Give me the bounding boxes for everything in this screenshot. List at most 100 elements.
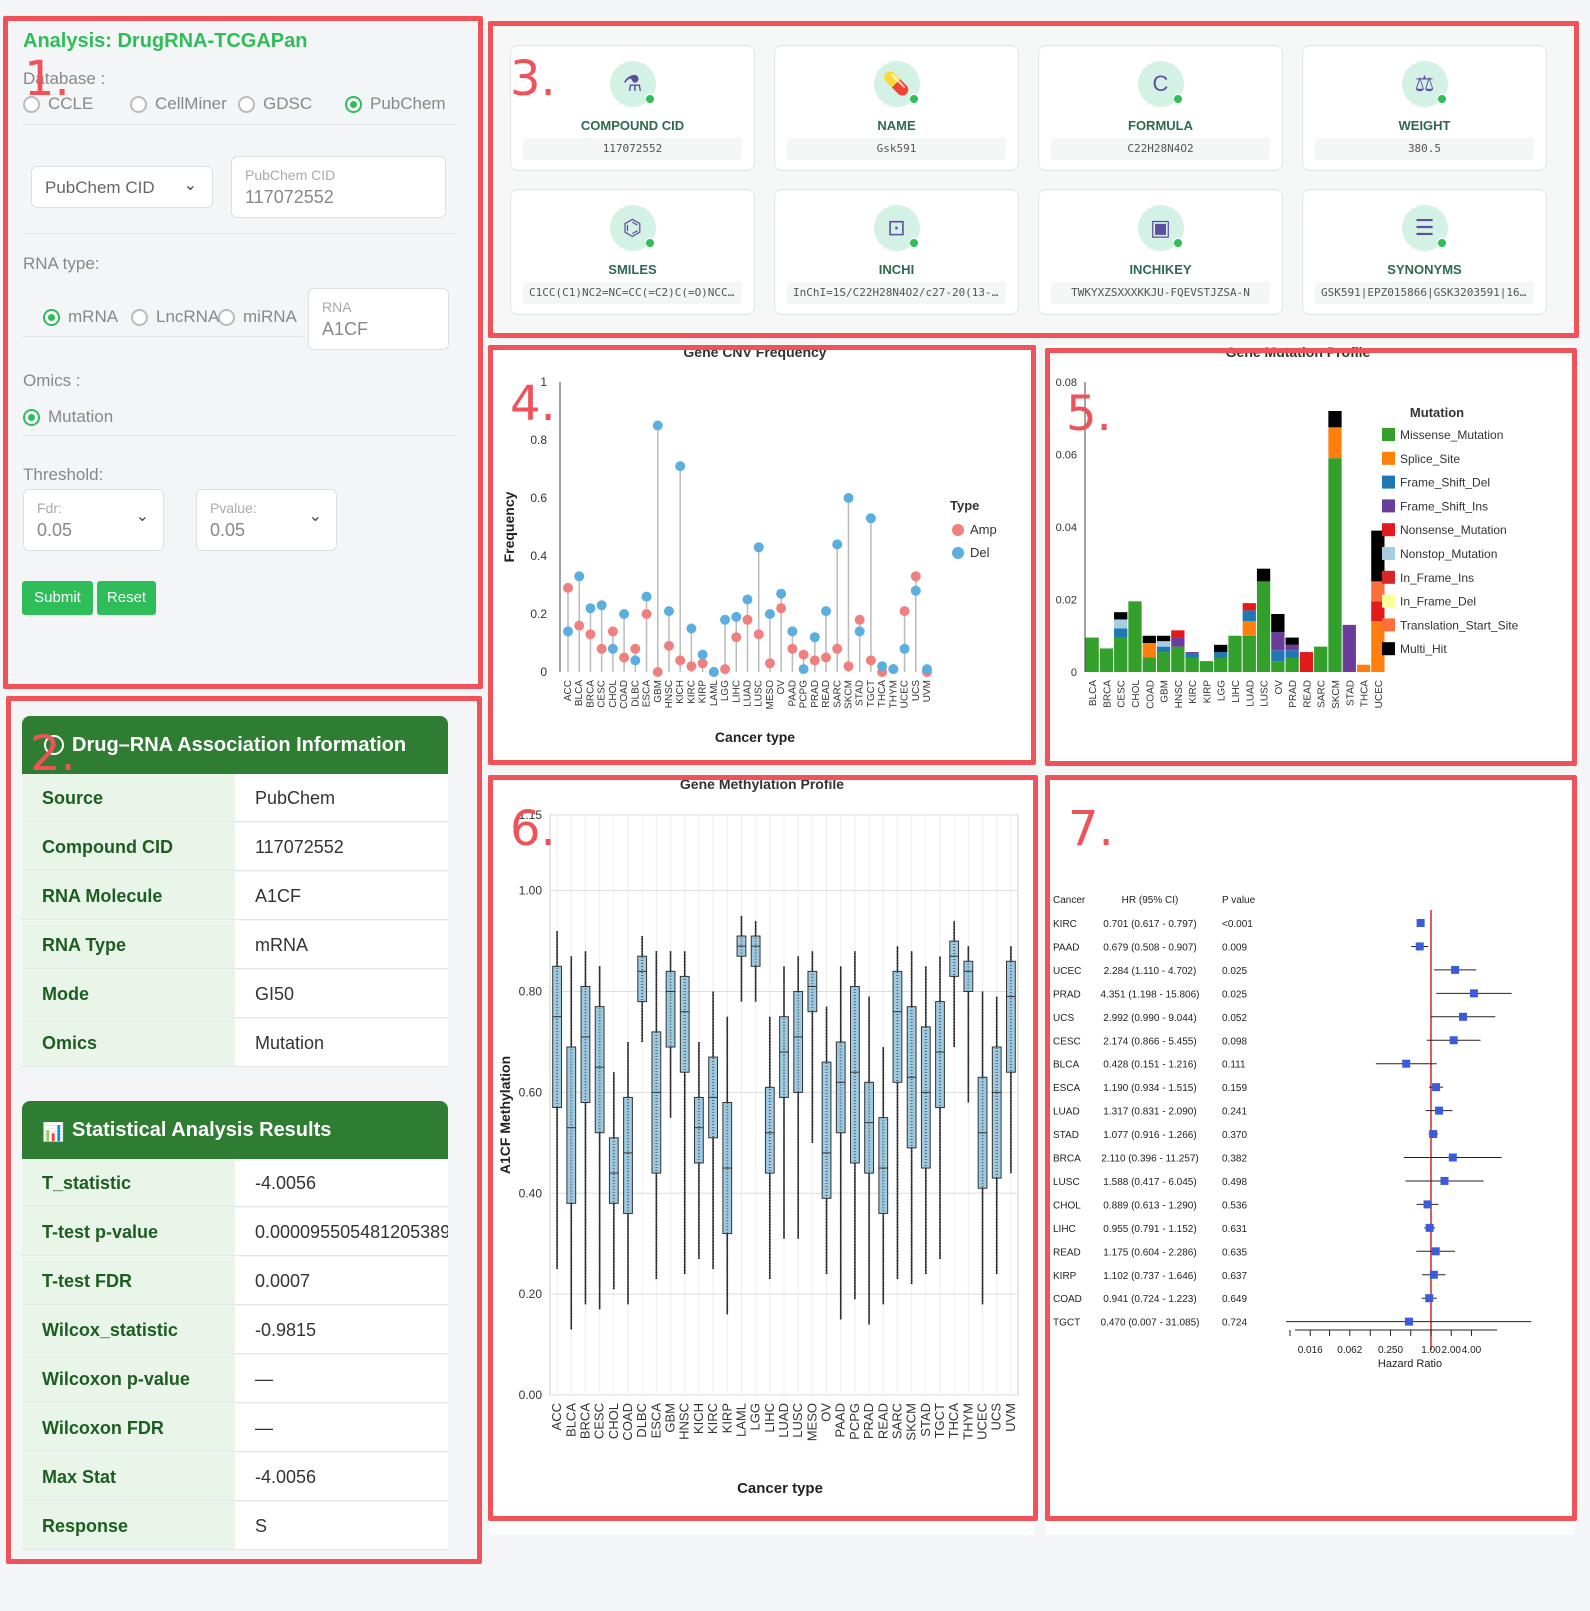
x-tick-label: THYM [888,680,899,708]
legend-swatch [1382,594,1395,608]
stacked-bar-segment [1128,601,1142,672]
hr-ci-label: 0.679 (0.508 - 0.907) [1103,942,1196,953]
omics-option-mutation[interactable]: Mutation [23,407,113,427]
reset-button[interactable]: Reset [97,581,156,615]
del-point [731,611,742,622]
x-tick-label: TGCT [866,680,877,707]
del-point [596,600,607,611]
x-tick-label: GBM [663,1403,678,1433]
cancer-label: LUAD [1053,1107,1080,1118]
y-tick-label: 1.15 [519,808,543,822]
cancer-label: KIRP [1053,1271,1077,1282]
amp-point [899,606,910,617]
stacked-bar-segment [1271,614,1285,633]
x-tick-label: LGG [748,1403,763,1430]
cancer-label: BLCA [1053,1060,1079,1071]
hazard-ratio-point [1429,1270,1438,1279]
del-point [798,664,809,675]
p-value-label: 0.025 [1222,989,1247,1000]
db-option-pubchem[interactable]: PubChem [345,94,446,114]
fdr-select[interactable]: Fdr: 0.05 ⌄ [23,489,164,551]
legend-label: Frame_Shift_Ins [1400,499,1488,513]
x-tick-label: HNSC [677,1403,692,1440]
del-point [563,626,573,637]
x-tick-label: PRAD [810,680,821,708]
x-axis-label: Cancer type [715,729,795,745]
db-option-cellminer[interactable]: CellMiner [130,94,227,114]
amp-point [596,643,607,654]
database-label: Database : [23,69,106,88]
x-tick-label: OV [776,680,787,695]
legend-label: In_Frame_Ins [1400,571,1474,585]
x-tick-label: LAML [709,680,720,707]
column-header: HR (95% CI) [1122,895,1179,906]
x-tick-label: PRAD [1288,680,1299,708]
amp-point [563,582,573,593]
stacked-bar-segment [1156,641,1171,647]
hr-ci-label: 2.992 (0.990 - 9.044) [1103,1013,1196,1024]
amp-point [652,667,663,677]
amp-point [619,652,630,663]
table-row: T-test p-value 0.0000955054812053896 [22,1208,448,1256]
del-point [776,588,787,599]
row-value: 0.0007 [255,1271,311,1291]
cancer-label: COAD [1053,1294,1082,1305]
x-tick-label: KIRP [698,680,709,704]
row-key: Wilcoxon p-value [22,1355,235,1402]
amp-point [821,652,832,663]
x-tick-label: STAD [855,680,866,706]
compound-card-smiles: ⌬ SMILES C1CC(C1)NC2=NC=CC(=C2)C(=O)NCC(CN… [510,189,755,315]
legend-swatch [1382,618,1395,632]
cancer-label: PRAD [1053,989,1081,1000]
x-tick-label: HNSC [664,680,675,708]
hazard-ratio-point [1425,1223,1434,1232]
hr-ci-label: 0.701 (0.617 - 0.797) [1103,919,1196,930]
del-point [922,664,932,675]
table-row: Wilcoxon p-value — [22,1355,448,1403]
radio-icon [218,309,235,327]
x-tick-label: PCPG [799,680,810,709]
del-point [832,539,843,550]
db-option-ccle[interactable]: CCLE [23,94,93,114]
compound-card-name: 💊 NAME Gsk591 [774,45,1019,171]
x-tick-label: LUSC [1260,680,1271,707]
submit-button[interactable]: Submit [22,581,93,615]
x-tick-label: UCS [911,680,922,701]
hazard-ratio-point [1459,1012,1468,1021]
db-option-gdsc[interactable]: GDSC [238,94,312,114]
panel-number-1: 1. [24,51,70,107]
del-point [663,606,674,617]
x-tick-label: SKCM [843,680,854,709]
row-value: -0.9815 [255,1320,317,1340]
card-label: COMPOUND CID [580,118,685,133]
rna-input[interactable]: RNA A1CF [308,288,449,350]
row-value: -4.0056 [255,1173,317,1193]
rna-option-mrna[interactable]: mRNA [43,307,118,327]
compound-id-input[interactable]: PubChem CID 117072552 [231,156,446,218]
y-tick-label: 1.00 [519,884,543,898]
p-value-label: 0.724 [1222,1318,1247,1329]
x-tick-label: THYM [960,1403,975,1440]
x-tick-label: COAD [620,1403,635,1441]
pvalue-select[interactable]: Pvalue: 0.05 ⌄ [196,489,337,551]
row-value: — [255,1418,273,1438]
legend-label: In_Frame_Del [1400,595,1476,609]
row-value: S [255,1516,268,1536]
del-point [742,594,753,605]
rna-option-mirna[interactable]: miRNA [218,307,297,327]
amp-point [641,609,652,619]
compound-card-compound-cid: ⚗ COMPOUND CID 117072552 [510,45,755,171]
del-point [865,513,876,524]
x-tick-label: UCS [989,1403,1004,1431]
legend-swatch [1382,523,1395,537]
p-value-label: 0.111 [1222,1060,1246,1071]
p-value-label: 0.159 [1222,1083,1247,1094]
del-point [607,643,618,654]
cancer-label: LIHC [1053,1224,1076,1235]
card-label: SYNONYMS [1387,262,1462,277]
panel-number-2: 2. [30,726,76,782]
del-point [821,606,832,617]
rna-option-lncrna[interactable]: LncRNA [131,307,219,327]
id-type-select[interactable]: PubChem CID ⌄ [31,166,213,208]
y-tick-label: 0 [540,665,547,679]
